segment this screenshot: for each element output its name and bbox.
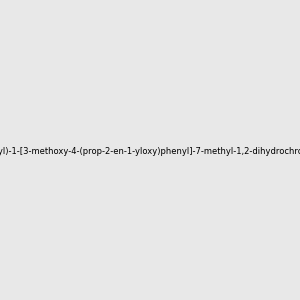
Text: 2-(1,3-Benzodioxol-5-ylmethyl)-1-[3-methoxy-4-(prop-2-en-1-yloxy)phenyl]-7-methy: 2-(1,3-Benzodioxol-5-ylmethyl)-1-[3-meth… <box>0 147 300 156</box>
